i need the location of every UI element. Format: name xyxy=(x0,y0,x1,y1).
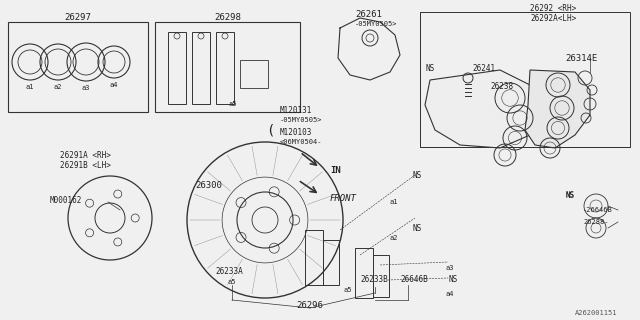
Bar xyxy=(305,230,323,285)
Text: a2: a2 xyxy=(54,84,62,90)
Text: a5: a5 xyxy=(344,287,352,293)
Text: a5: a5 xyxy=(228,279,236,285)
Text: 26233A: 26233A xyxy=(215,268,243,276)
Bar xyxy=(216,32,234,104)
Bar xyxy=(323,240,339,285)
Text: IN: IN xyxy=(330,165,340,174)
Text: FRONT: FRONT xyxy=(330,194,357,203)
Text: 26233B: 26233B xyxy=(360,276,388,284)
Text: 26297: 26297 xyxy=(65,12,92,21)
Text: -05MY0505>: -05MY0505> xyxy=(280,117,323,123)
Text: a4: a4 xyxy=(109,82,118,88)
Text: 26288-: 26288- xyxy=(583,219,609,225)
Text: a3: a3 xyxy=(82,85,90,91)
Polygon shape xyxy=(525,70,590,148)
Bar xyxy=(168,32,186,104)
Text: 26238: 26238 xyxy=(490,82,513,91)
Text: 26296: 26296 xyxy=(296,300,323,309)
Bar xyxy=(355,248,373,298)
Text: A262001151: A262001151 xyxy=(575,310,618,316)
Text: M120131: M120131 xyxy=(280,106,312,115)
Text: NS: NS xyxy=(412,171,421,180)
Text: NS: NS xyxy=(565,192,573,198)
Polygon shape xyxy=(425,70,540,148)
Text: a3: a3 xyxy=(445,265,454,271)
Text: -05MY0505>: -05MY0505> xyxy=(355,21,397,27)
Text: M120103: M120103 xyxy=(280,127,312,137)
Bar xyxy=(373,255,389,297)
Text: a1: a1 xyxy=(26,84,35,90)
Text: <06MY0504-: <06MY0504- xyxy=(280,139,323,145)
Bar xyxy=(8,22,148,112)
Text: NS: NS xyxy=(448,276,457,284)
Text: 26298: 26298 xyxy=(214,12,241,21)
Text: a2: a2 xyxy=(390,235,398,241)
Text: 26261: 26261 xyxy=(355,10,382,19)
Text: NS: NS xyxy=(425,63,435,73)
Text: 26292 <RH>: 26292 <RH> xyxy=(530,4,576,12)
Bar xyxy=(240,60,268,88)
Text: (: ( xyxy=(266,123,274,137)
Text: NS: NS xyxy=(412,223,421,233)
Text: M000162: M000162 xyxy=(50,196,83,204)
Text: 26291A <RH>: 26291A <RH> xyxy=(60,150,111,159)
Text: 26292A<LH>: 26292A<LH> xyxy=(530,13,576,22)
Bar xyxy=(155,22,300,112)
Text: 26646B: 26646B xyxy=(400,276,428,284)
Text: 26314E: 26314E xyxy=(565,53,597,62)
Text: a1: a1 xyxy=(390,199,398,205)
Bar xyxy=(192,32,210,104)
Text: a4: a4 xyxy=(445,291,454,297)
Text: 26300: 26300 xyxy=(195,180,222,189)
Text: -26646B: -26646B xyxy=(583,207,612,213)
Bar xyxy=(420,12,630,147)
Text: 26241: 26241 xyxy=(472,63,495,73)
Text: a5: a5 xyxy=(228,101,237,107)
Text: NS: NS xyxy=(565,190,574,199)
Text: 26291B <LH>: 26291B <LH> xyxy=(60,161,111,170)
